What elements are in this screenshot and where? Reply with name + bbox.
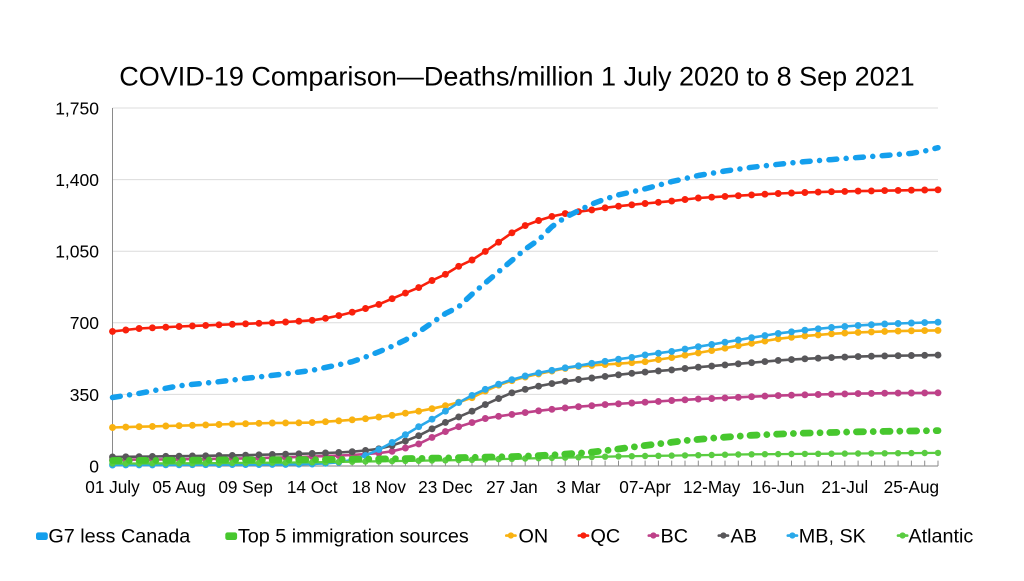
svg-text:21-Jul: 21-Jul (821, 477, 868, 497)
svg-text:1,750: 1,750 (55, 98, 99, 118)
svg-text:07-Apr: 07-Apr (619, 477, 671, 497)
svg-text:12-May: 12-May (683, 477, 741, 497)
svg-text:350: 350 (70, 385, 99, 405)
svg-text:23 Dec: 23 Dec (418, 477, 473, 497)
svg-text:05 Aug: 05 Aug (152, 477, 206, 497)
svg-text:MB, SK: MB, SK (799, 526, 866, 548)
svg-text:1,400: 1,400 (55, 170, 99, 190)
svg-text:QC: QC (591, 526, 621, 548)
svg-text:18 Nov: 18 Nov (352, 477, 407, 497)
svg-text:COVID-19 Comparison—Deaths/mil: COVID-19 Comparison—Deaths/million 1 Jul… (119, 61, 914, 91)
svg-text:01 July: 01 July (85, 477, 140, 497)
svg-text:25-Aug: 25-Aug (884, 477, 939, 497)
svg-text:1,050: 1,050 (55, 242, 99, 262)
svg-text:G7 less Canada: G7 less Canada (48, 526, 190, 548)
svg-text:BC: BC (661, 526, 688, 548)
svg-text:ON: ON (519, 526, 549, 548)
svg-text:09 Sep: 09 Sep (218, 477, 272, 497)
svg-text:14 Oct: 14 Oct (287, 477, 338, 497)
svg-text:Top 5 immigration sources: Top 5 immigration sources (238, 526, 469, 548)
svg-text:3 Mar: 3 Mar (557, 477, 601, 497)
svg-text:0: 0 (89, 456, 99, 476)
svg-text:27 Jan: 27 Jan (486, 477, 538, 497)
svg-text:AB: AB (731, 526, 757, 548)
svg-text:Atlantic: Atlantic (908, 526, 973, 548)
svg-text:700: 700 (70, 313, 99, 333)
svg-text:16-Jun: 16-Jun (752, 477, 805, 497)
